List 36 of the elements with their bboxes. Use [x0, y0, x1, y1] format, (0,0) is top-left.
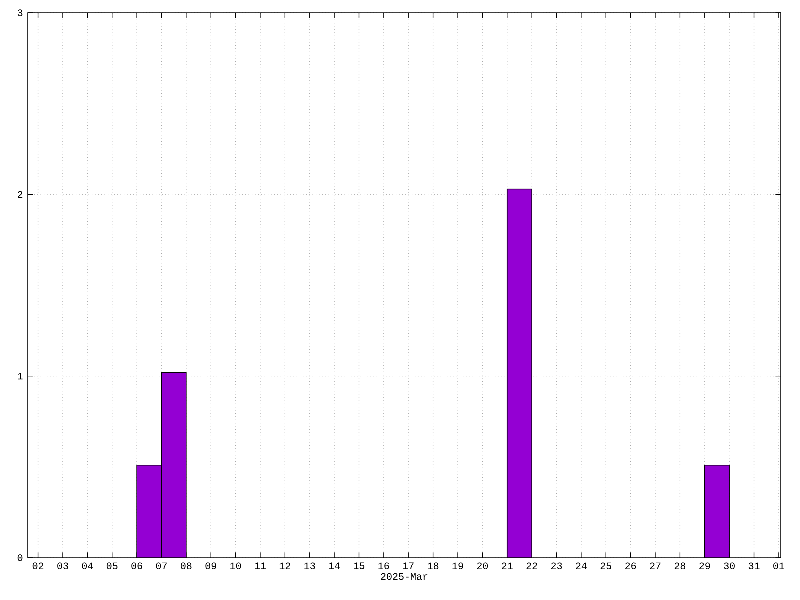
x-tick-label: 26	[626, 562, 636, 570]
x-tick-label: 13	[304, 562, 316, 570]
x-tick-label: 01	[774, 562, 784, 570]
x-tick-label: 18	[428, 562, 439, 570]
x-tick-label: 04	[82, 562, 94, 570]
x-axis-title: 2025-Mar	[381, 573, 428, 580]
x-tick-label: 15	[354, 562, 365, 570]
x-tick-label: 11	[255, 562, 266, 570]
x-tick-label: 14	[329, 562, 340, 570]
x-tick-label: 29	[700, 562, 710, 570]
x-tick-label: 03	[58, 562, 68, 570]
x-tick-label: 21	[502, 562, 513, 570]
x-tick-label: 19	[452, 562, 464, 570]
x-tick-label: 17	[403, 562, 414, 570]
x-tick-label: 08	[181, 562, 192, 570]
x-tick-label: 31	[748, 562, 760, 570]
y-tick-label: 1	[18, 373, 23, 380]
x-tick-label: 07	[156, 562, 167, 570]
x-tick-label: 09	[206, 562, 216, 570]
x-tick-label: 20	[477, 562, 488, 570]
x-tick-label: 27	[650, 562, 661, 570]
x-tick-label: 10	[230, 562, 242, 570]
x-tick-label: 28	[674, 562, 686, 570]
x-tick-label: 06	[132, 562, 142, 570]
y-tick-label: 0	[18, 554, 23, 562]
x-tick-label: 25	[600, 562, 612, 570]
y-tick-label: 3	[18, 10, 23, 16]
y-tick-label: 2	[18, 191, 23, 198]
x-tick-label: 16	[378, 562, 390, 570]
x-tick-label: 02	[32, 562, 44, 570]
x-tick-label: 24	[576, 562, 587, 570]
x-tick-label: 22	[526, 562, 538, 570]
x-tick-label: 05	[106, 562, 118, 570]
x-tick-label: 12	[280, 562, 290, 570]
x-tick-label: 30	[724, 562, 735, 570]
x-tick-label: 23	[551, 562, 562, 570]
